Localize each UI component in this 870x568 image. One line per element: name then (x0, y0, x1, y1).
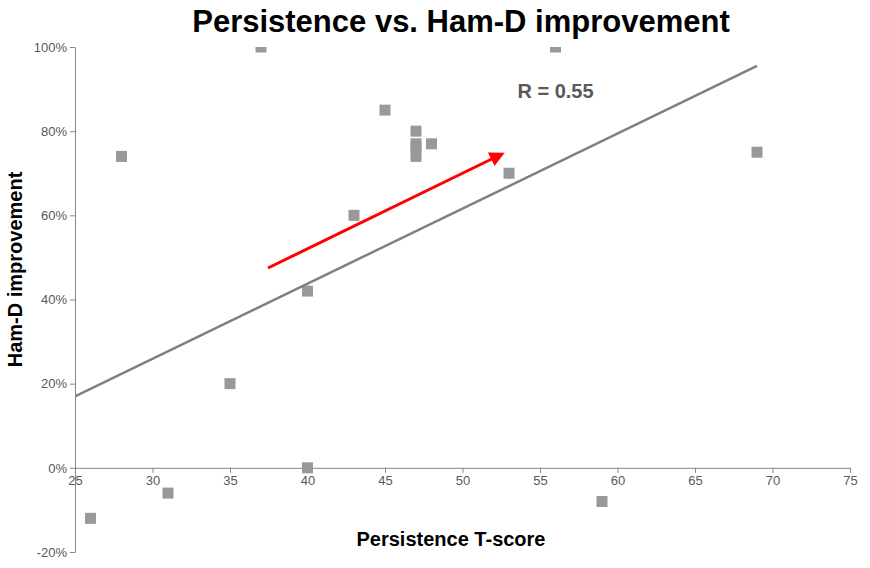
y-tick-label: 100% (34, 40, 68, 55)
data-point (163, 488, 174, 499)
data-point (302, 286, 313, 297)
y-tick: 100% (34, 40, 75, 55)
x-tick: 50 (456, 468, 470, 488)
y-tick: 20% (41, 376, 75, 391)
chart: -20% 0% 20% 40% 60% 80% 100% 25 30 35 40 45 50 55 60 65… (0, 0, 870, 568)
y-tick-label: 0% (48, 460, 67, 475)
y-tick-mark (70, 215, 75, 216)
x-tick-label: 75 (843, 473, 857, 488)
x-tick-label: 50 (456, 473, 470, 488)
y-tick: 80% (41, 124, 75, 139)
data-point (411, 126, 422, 137)
y-tick-label: -20% (37, 545, 68, 560)
data-point (116, 151, 127, 162)
x-tick-label: 25 (68, 473, 82, 488)
x-tick: 35 (223, 468, 237, 488)
x-tick-label: 65 (688, 473, 702, 488)
data-point (504, 168, 515, 179)
data-point (550, 47, 561, 53)
x-tick: 70 (766, 468, 780, 488)
annotation: R = 0.55 (517, 80, 593, 102)
y-tick-mark (70, 131, 75, 132)
x-tick: 60 (611, 468, 625, 488)
y-tick-label: 80% (41, 124, 67, 139)
y-tick: 60% (41, 208, 75, 223)
x-tick: 45 (378, 468, 392, 488)
y-tick: 40% (41, 292, 75, 307)
data-point (85, 513, 96, 524)
trend-line (75, 66, 757, 396)
data-point (349, 210, 360, 221)
x-tick-label: 30 (146, 473, 160, 488)
x-tick-label: 35 (223, 473, 237, 488)
y-tick-label: 20% (41, 376, 67, 391)
data-point (256, 47, 267, 53)
x-tick-label: 40 (301, 473, 315, 488)
x-tick: 30 (146, 468, 160, 488)
plot-area (75, 47, 763, 524)
data-point (597, 496, 608, 507)
y-tick: -20% (37, 545, 75, 560)
x-tick: 55 (533, 468, 547, 488)
y-tick-mark (70, 47, 75, 48)
y-tick-mark (70, 384, 75, 385)
x-tick-label: 60 (611, 473, 625, 488)
data-point (302, 462, 313, 473)
x-tick: 75 (843, 468, 857, 488)
data-point (380, 105, 391, 116)
y-tick-label: 40% (41, 292, 67, 307)
x-axis-title: Persistence T-score (357, 528, 546, 550)
y-tick-mark (70, 300, 75, 301)
data-point (752, 147, 763, 158)
x-tick: 65 (688, 468, 702, 488)
data-point (426, 138, 437, 149)
y-tick-label: 60% (41, 208, 67, 223)
y-axis-title: Ham-D improvement (4, 171, 26, 367)
x-tick-label: 55 (533, 473, 547, 488)
chart-title: Persistence vs. Ham-D improvement (192, 4, 730, 39)
trend-arrow (268, 154, 502, 268)
x-tick-label: 70 (766, 473, 780, 488)
data-point (225, 378, 236, 389)
y-tick-mark (70, 552, 75, 553)
y-tick-mark (70, 468, 75, 469)
x-tick-label: 45 (378, 473, 392, 488)
x-tick: 25 (68, 468, 82, 488)
x-axis: 25 30 35 40 45 50 55 60 65 70 75 (68, 468, 857, 488)
data-point (411, 151, 422, 162)
